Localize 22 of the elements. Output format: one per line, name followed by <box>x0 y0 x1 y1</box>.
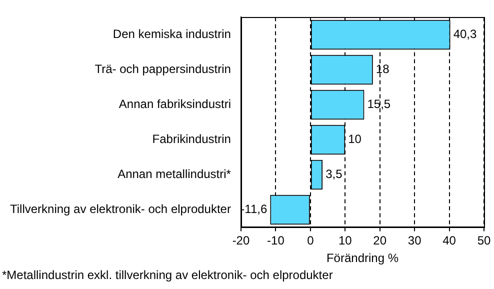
text: *Metallindustrin exkl. tillverkning av elektronik- och elprodukter <box>2 268 333 282</box>
x-tick-label: -20 <box>232 234 250 248</box>
data-label: 15,5 <box>367 97 391 112</box>
data-label: 18 <box>376 62 390 76</box>
x-tick-label: 40 <box>442 234 456 248</box>
y-tick-label: Trä- och pappersindustrin <box>94 62 231 76</box>
data-label: 10 <box>348 132 362 146</box>
x-tick-label: 10 <box>338 234 352 248</box>
data-label: 3,5 <box>326 167 343 182</box>
data-label: -11,6 <box>240 202 268 216</box>
y-tick-label: Fabrikindustrin <box>152 132 231 146</box>
x-tick-label: 20 <box>373 234 387 248</box>
y-tick-label: Den kemiska industrin <box>112 27 231 42</box>
x-axis-title: Förändring % <box>326 251 399 266</box>
x-tick-label: 30 <box>408 234 422 248</box>
x-tick-label: -10 <box>267 234 285 248</box>
x-tick-label: 50 <box>477 234 491 248</box>
data-label: 40,3 <box>453 27 478 42</box>
y-tick-label: Annan fabriksindustri <box>118 97 231 112</box>
y-tick-label: Annan metallindustri* <box>118 167 232 182</box>
x-tick-label: 0 <box>307 234 314 248</box>
y-tick-label: Tillverkning av elektronik- och elprodukter <box>10 202 231 216</box>
